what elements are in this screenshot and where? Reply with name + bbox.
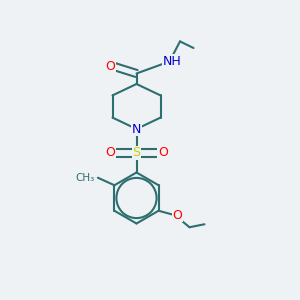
Text: NH: NH	[163, 55, 181, 68]
Text: S: S	[133, 146, 140, 160]
Text: N: N	[132, 122, 141, 136]
Text: O: O	[105, 146, 115, 160]
Text: O: O	[172, 209, 182, 222]
Text: CH₃: CH₃	[75, 173, 94, 183]
Text: O: O	[158, 146, 168, 160]
Text: O: O	[105, 59, 115, 73]
